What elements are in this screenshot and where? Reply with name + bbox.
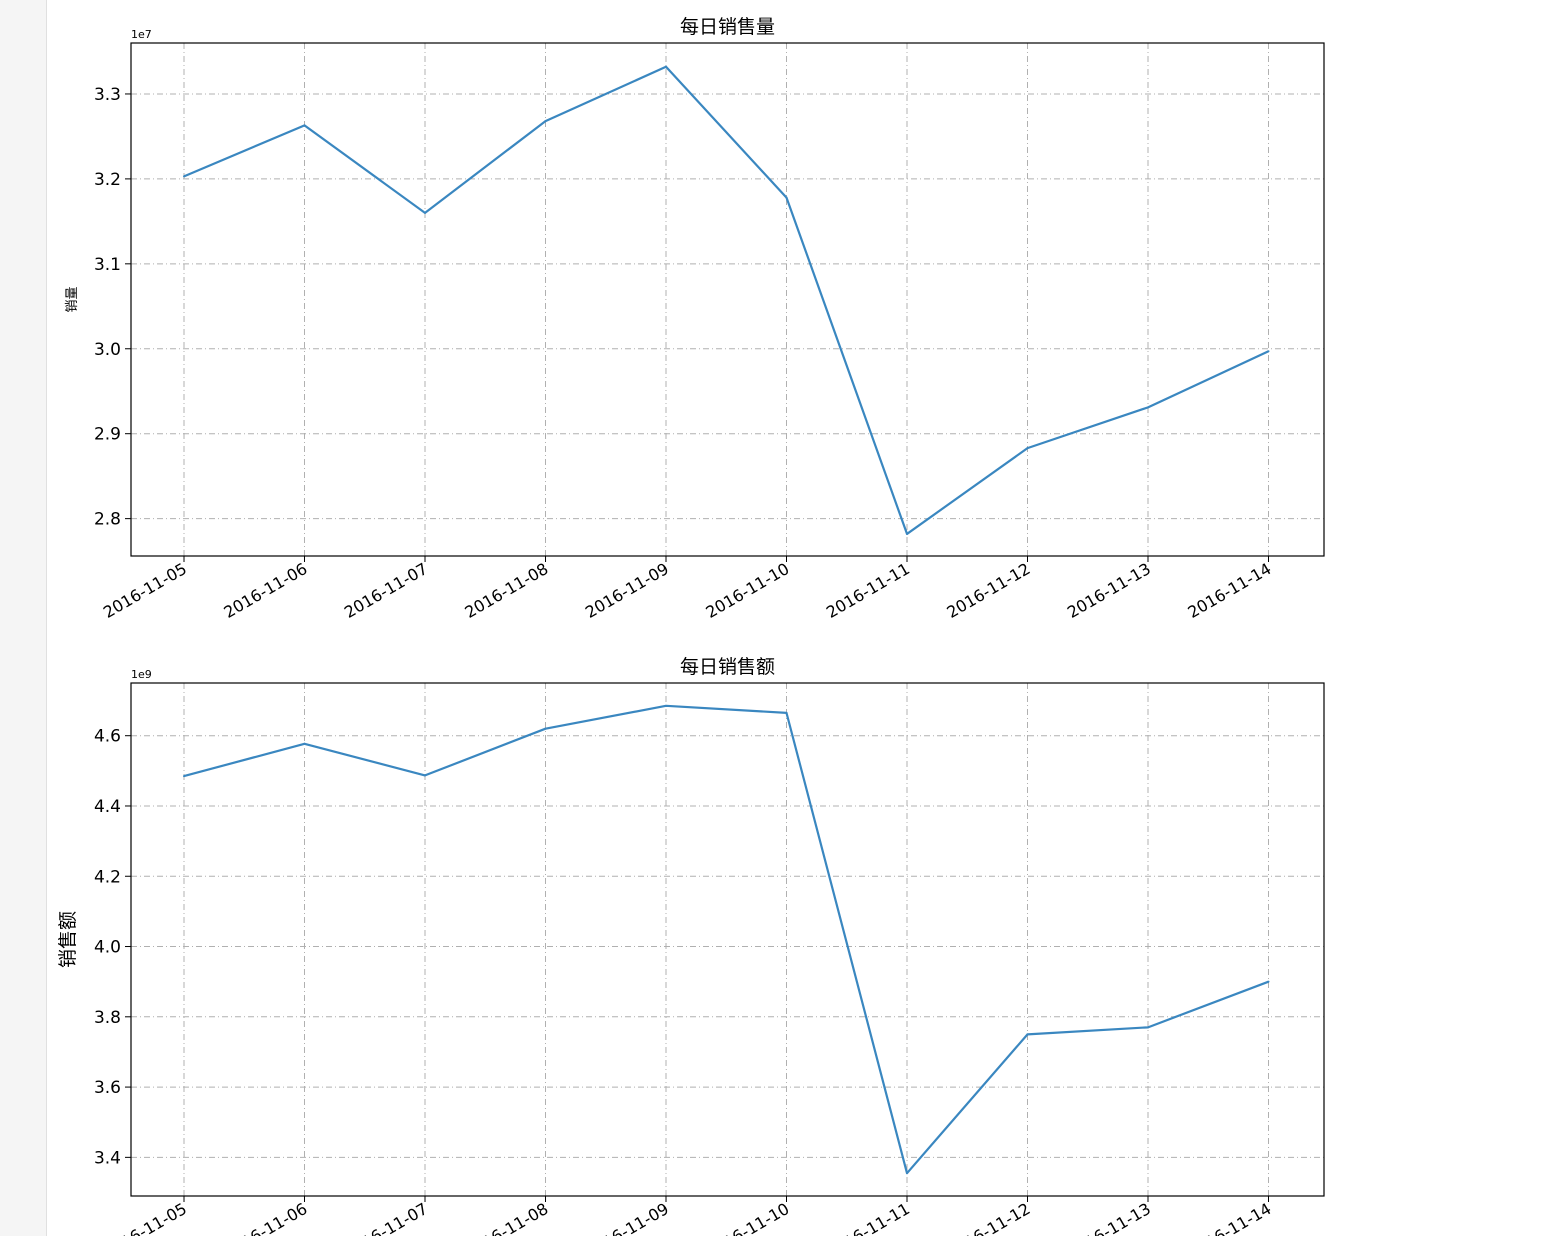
series-line xyxy=(183,704,1269,1175)
y-tick-label: 3.4 xyxy=(94,1148,121,1168)
data-point xyxy=(906,532,908,535)
x-tick-label: 2016-11-06 xyxy=(220,1199,310,1236)
x-tick-label: 2016-11-08 xyxy=(461,559,551,622)
axes-frame xyxy=(130,42,1325,557)
x-tick-label: 2016-11-13 xyxy=(1064,559,1154,622)
x-tick-label: 2016-11-10 xyxy=(702,559,792,622)
y-axis-label: 销售额 xyxy=(57,911,79,968)
y-axis-label: 销量 xyxy=(65,286,80,312)
chart-1: 2016-11-05 2016-11-06 2016-11-07 2016-11-08… xyxy=(65,16,1325,622)
data-point xyxy=(785,711,788,714)
y-tick-label: 3.8 xyxy=(94,1008,121,1028)
data-point xyxy=(183,775,185,778)
x-tick-label: 2016-11-14 xyxy=(1184,1199,1274,1236)
data-point xyxy=(1267,980,1270,983)
y-tick-label: 3.3 xyxy=(94,85,121,105)
x-tick-label: 2016-11-13 xyxy=(1064,1199,1154,1236)
data-point xyxy=(1147,1026,1149,1029)
x-tick-label: 2016-11-14 xyxy=(1184,559,1274,622)
x-tick-label: 2016-11-06 xyxy=(220,559,310,622)
y-tick-label: 4.0 xyxy=(94,938,121,958)
y-tick-label: 3.6 xyxy=(94,1078,121,1098)
data-point xyxy=(1267,350,1270,353)
data-point xyxy=(424,211,426,214)
axis-offset-label: 1e9 xyxy=(131,668,152,681)
y-tick-label: 2.9 xyxy=(94,425,121,445)
data-point xyxy=(906,1172,908,1175)
x-tick-label: 2016-11-09 xyxy=(582,559,672,622)
data-point xyxy=(544,727,547,730)
x-tick-label: 2016-11-07 xyxy=(341,1199,431,1236)
data-point xyxy=(424,774,426,777)
y-tick-label: 4.2 xyxy=(94,867,121,887)
plot-area xyxy=(131,43,1324,556)
data-point xyxy=(303,124,306,127)
data-point xyxy=(665,65,667,68)
data-point xyxy=(1026,447,1029,450)
axis-offset-label: 1e7 xyxy=(131,28,152,41)
x-tick-label: 2016-11-11 xyxy=(823,1199,913,1236)
y-tick-label: 4.4 xyxy=(94,797,121,817)
x-tick-label: 2016-11-05 xyxy=(100,559,190,622)
x-tick-label: 2016-11-11 xyxy=(823,559,913,622)
x-tick-label: 2016-11-05 xyxy=(100,1199,190,1236)
chart-title: 每日销售额 xyxy=(680,656,775,678)
y-tick-label: 2.8 xyxy=(94,510,121,530)
data-point xyxy=(665,704,667,707)
data-point xyxy=(303,742,306,745)
notebook-gutter xyxy=(0,0,47,1236)
x-tick-label: 2016-11-09 xyxy=(582,1199,672,1236)
x-tick-label: 2016-11-12 xyxy=(943,559,1033,622)
y-tick-label: 3.1 xyxy=(94,255,121,275)
x-tick-label: 2016-11-10 xyxy=(702,1199,792,1236)
data-point xyxy=(1026,1033,1029,1036)
x-tick-label: 2016-11-07 xyxy=(341,559,431,622)
series-line xyxy=(183,65,1269,536)
axes-frame xyxy=(130,682,1325,1197)
chart-2: 2016-11-05 2016-11-06 2016-11-07 2016-11-08… xyxy=(57,656,1325,1236)
data-point xyxy=(183,175,185,178)
y-tick-label: 3.0 xyxy=(94,340,121,360)
y-tick-label: 4.6 xyxy=(94,727,121,747)
plot-area xyxy=(131,683,1324,1196)
x-tick-label: 2016-11-08 xyxy=(461,1199,551,1236)
chart-title: 每日销售量 xyxy=(680,16,775,38)
x-tick-label: 2016-11-12 xyxy=(943,1199,1033,1236)
data-point xyxy=(544,120,547,123)
y-tick-label: 3.2 xyxy=(94,170,121,190)
data-point xyxy=(785,196,788,199)
data-point xyxy=(1147,406,1149,409)
